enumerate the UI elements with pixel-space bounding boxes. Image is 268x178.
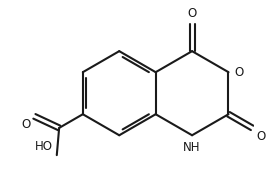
Text: O: O — [21, 118, 31, 131]
Text: O: O — [234, 66, 243, 79]
Text: O: O — [187, 7, 197, 20]
Text: O: O — [256, 130, 265, 143]
Text: HO: HO — [35, 140, 53, 153]
Text: NH: NH — [183, 141, 201, 154]
